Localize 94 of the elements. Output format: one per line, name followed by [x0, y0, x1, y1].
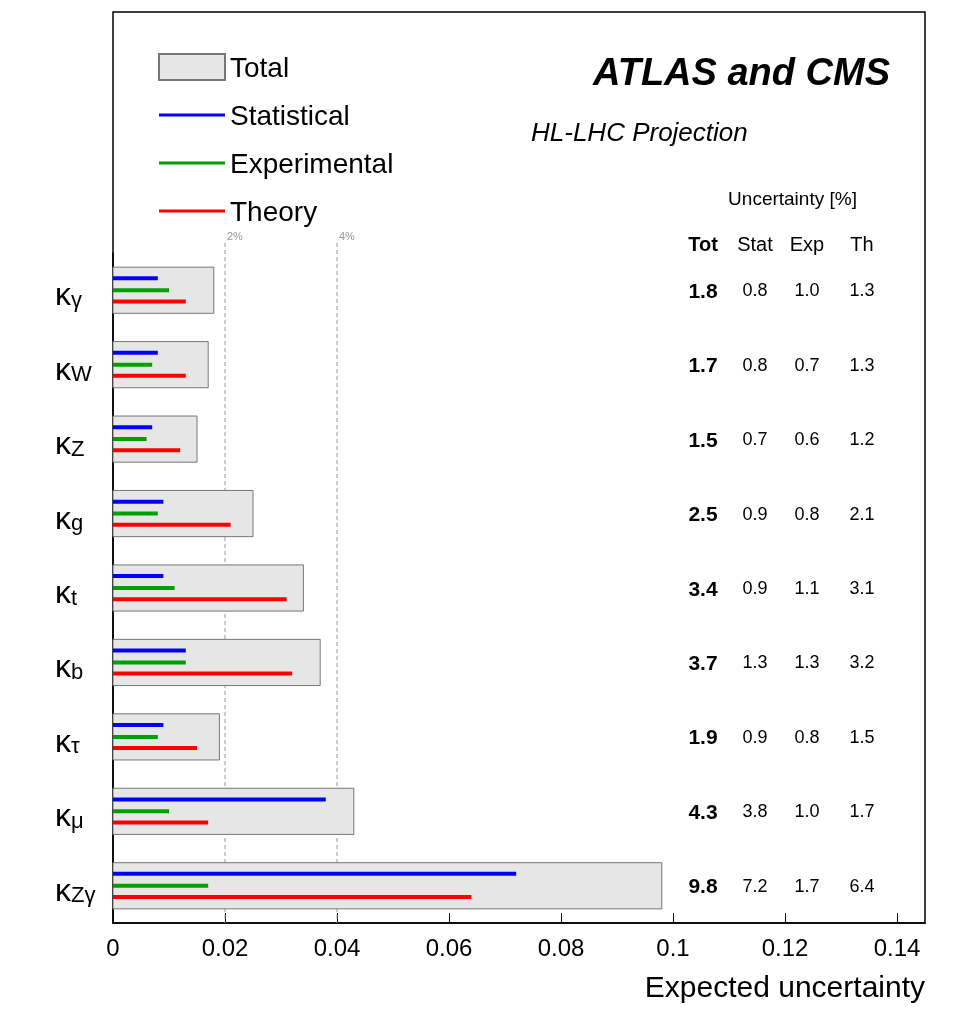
bar — [113, 299, 186, 304]
annotation: Tot — [688, 233, 719, 255]
annotation: 1.0 — [794, 280, 820, 301]
bar — [113, 660, 186, 665]
bar — [113, 894, 472, 899]
y-tick-label: κZγ — [55, 871, 96, 908]
x-tick-label: 0.12 — [761, 933, 809, 961]
legend-label: Experimental — [230, 147, 394, 179]
bar — [113, 597, 287, 602]
x-tick-label: 0.1 — [656, 933, 690, 961]
y-tick-label: κτ — [55, 722, 80, 759]
bar — [113, 425, 153, 430]
annotation: 0.6 — [794, 429, 820, 450]
y-tick-label: κg — [55, 499, 84, 536]
bar — [113, 722, 164, 727]
bar — [113, 499, 164, 504]
y-tick-label: κZ — [55, 425, 85, 462]
annotation: Stat — [737, 233, 774, 255]
bar — [113, 671, 293, 676]
chart-subtitle: HL-LHC Projection — [531, 117, 748, 147]
y-tick-label: κW — [55, 350, 92, 387]
bar — [113, 373, 186, 378]
bar — [113, 746, 197, 751]
bar — [113, 574, 164, 579]
bar — [113, 586, 175, 590]
annotation: 0.8 — [794, 726, 820, 747]
bar — [113, 522, 231, 527]
chart-title: ATLAS and CMS — [592, 51, 890, 93]
annotation: 3.4 — [688, 576, 718, 600]
y-tick-label: κt — [55, 574, 78, 610]
bar — [113, 437, 147, 442]
text: Uncertainty [%] — [728, 187, 857, 209]
legend-label: Theory — [230, 195, 318, 227]
annotation: 2.1 — [849, 503, 875, 524]
x-axis-title: Expected uncertainty — [644, 969, 925, 1003]
bar — [113, 820, 209, 825]
annotation: 2.5 — [688, 502, 718, 526]
annotation: 0.7 — [794, 354, 820, 375]
annotation: 1.5 — [688, 427, 718, 451]
annotation: 1.3 — [742, 652, 768, 673]
bar — [113, 350, 158, 355]
annotation: 1.7 — [794, 875, 820, 896]
ref-line-label: 2% — [227, 229, 244, 242]
annotation: 1.7 — [849, 801, 875, 822]
annotation: 0.8 — [742, 280, 768, 301]
bar — [113, 883, 209, 888]
annotation: 3.8 — [742, 801, 768, 822]
annotation: 3.7 — [688, 650, 718, 674]
bar — [113, 448, 181, 453]
bar — [113, 871, 517, 876]
annotation: 1.3 — [849, 354, 875, 375]
annotation: 3.1 — [849, 578, 875, 598]
bar — [113, 809, 169, 814]
annotation: 1.2 — [849, 429, 875, 450]
annotation: 1.9 — [688, 725, 718, 749]
x-tick-label: 0 — [106, 933, 120, 961]
annotation: 1.3 — [794, 652, 820, 673]
y-tick-label: κγ — [55, 276, 82, 313]
annotation: 0.8 — [742, 354, 768, 375]
bar — [113, 648, 186, 653]
annotation: 0.7 — [742, 429, 768, 450]
x-tick-label: 0.08 — [537, 933, 585, 961]
bar — [113, 511, 158, 516]
annotation: 1.3 — [849, 280, 875, 301]
annotation: 3.2 — [849, 652, 875, 673]
annotation: 0.8 — [794, 503, 820, 524]
annotation: 1.0 — [794, 801, 820, 822]
annotation: 1.8 — [688, 278, 718, 302]
x-tick-label: 0.04 — [313, 933, 361, 961]
x-tick-label: 0.14 — [873, 933, 921, 961]
y-tick-label: κb — [55, 648, 84, 685]
y-tick-label: κμ — [55, 797, 84, 834]
annotation: 0.9 — [742, 726, 768, 747]
annotation: 6.4 — [849, 875, 875, 896]
annotation: 1.5 — [849, 726, 875, 747]
legend-label: Total — [230, 51, 290, 83]
bar — [113, 797, 326, 802]
annotation: 0.9 — [742, 503, 768, 524]
annotation: 7.2 — [742, 875, 768, 896]
annotation: 1.1 — [794, 578, 820, 598]
legend-label: Statistical — [230, 99, 350, 131]
annotation: 0.9 — [742, 578, 768, 598]
bar — [113, 276, 158, 281]
x-tick-label: 0.06 — [425, 933, 473, 961]
annotation: Th — [850, 233, 874, 255]
ref-line-label: 4% — [339, 229, 356, 242]
bar — [113, 288, 169, 293]
annotation: 1.7 — [688, 353, 718, 377]
annotation: 9.8 — [688, 874, 718, 898]
annotation: Exp — [789, 233, 825, 255]
x-tick-label: 0.02 — [201, 933, 249, 961]
annotation: 4.3 — [688, 799, 718, 823]
bar — [113, 362, 153, 367]
bar — [113, 734, 158, 739]
